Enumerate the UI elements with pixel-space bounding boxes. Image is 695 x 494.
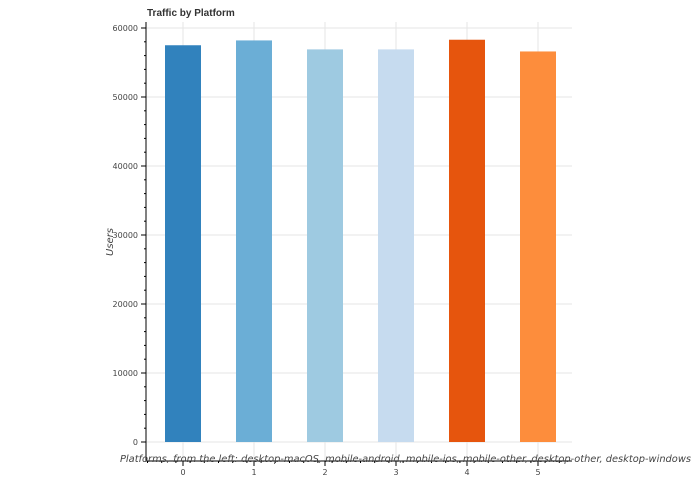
bars <box>165 39 556 443</box>
y-tick-label: 10000 <box>113 369 138 378</box>
x-tick-label: 3 <box>393 468 398 477</box>
x-axis-label: Platforms, from the left: desktop-macOS,… <box>120 454 691 465</box>
x-tick-label: 5 <box>535 468 540 477</box>
bar-1 <box>236 40 272 443</box>
y-tick-label: 30000 <box>113 231 138 240</box>
bar-4 <box>449 39 485 442</box>
bar-5 <box>520 51 556 443</box>
y-tick-label: 0 <box>133 438 138 447</box>
y-tick-label: 20000 <box>113 300 138 309</box>
y-tick-label: 40000 <box>113 162 138 171</box>
x-tick-label: 4 <box>464 468 469 477</box>
x-tick-label: 2 <box>322 468 327 477</box>
y-axis: 0 10000 20000 30000 40000 50000 60000 <box>113 22 147 461</box>
y-axis-label: Users <box>105 228 116 256</box>
bar-2 <box>307 49 343 442</box>
y-tick-label: 50000 <box>113 93 138 102</box>
bar-0 <box>165 45 201 442</box>
y-tick-label: 60000 <box>113 24 138 33</box>
x-tick-label: 1 <box>251 468 256 477</box>
x-axis: 0 1 2 3 4 5 <box>146 460 572 477</box>
chart-title: Traffic by Platform <box>147 8 235 19</box>
grid-lines <box>146 22 572 461</box>
bar-3 <box>378 49 414 442</box>
x-tick-label: 0 <box>180 468 185 477</box>
